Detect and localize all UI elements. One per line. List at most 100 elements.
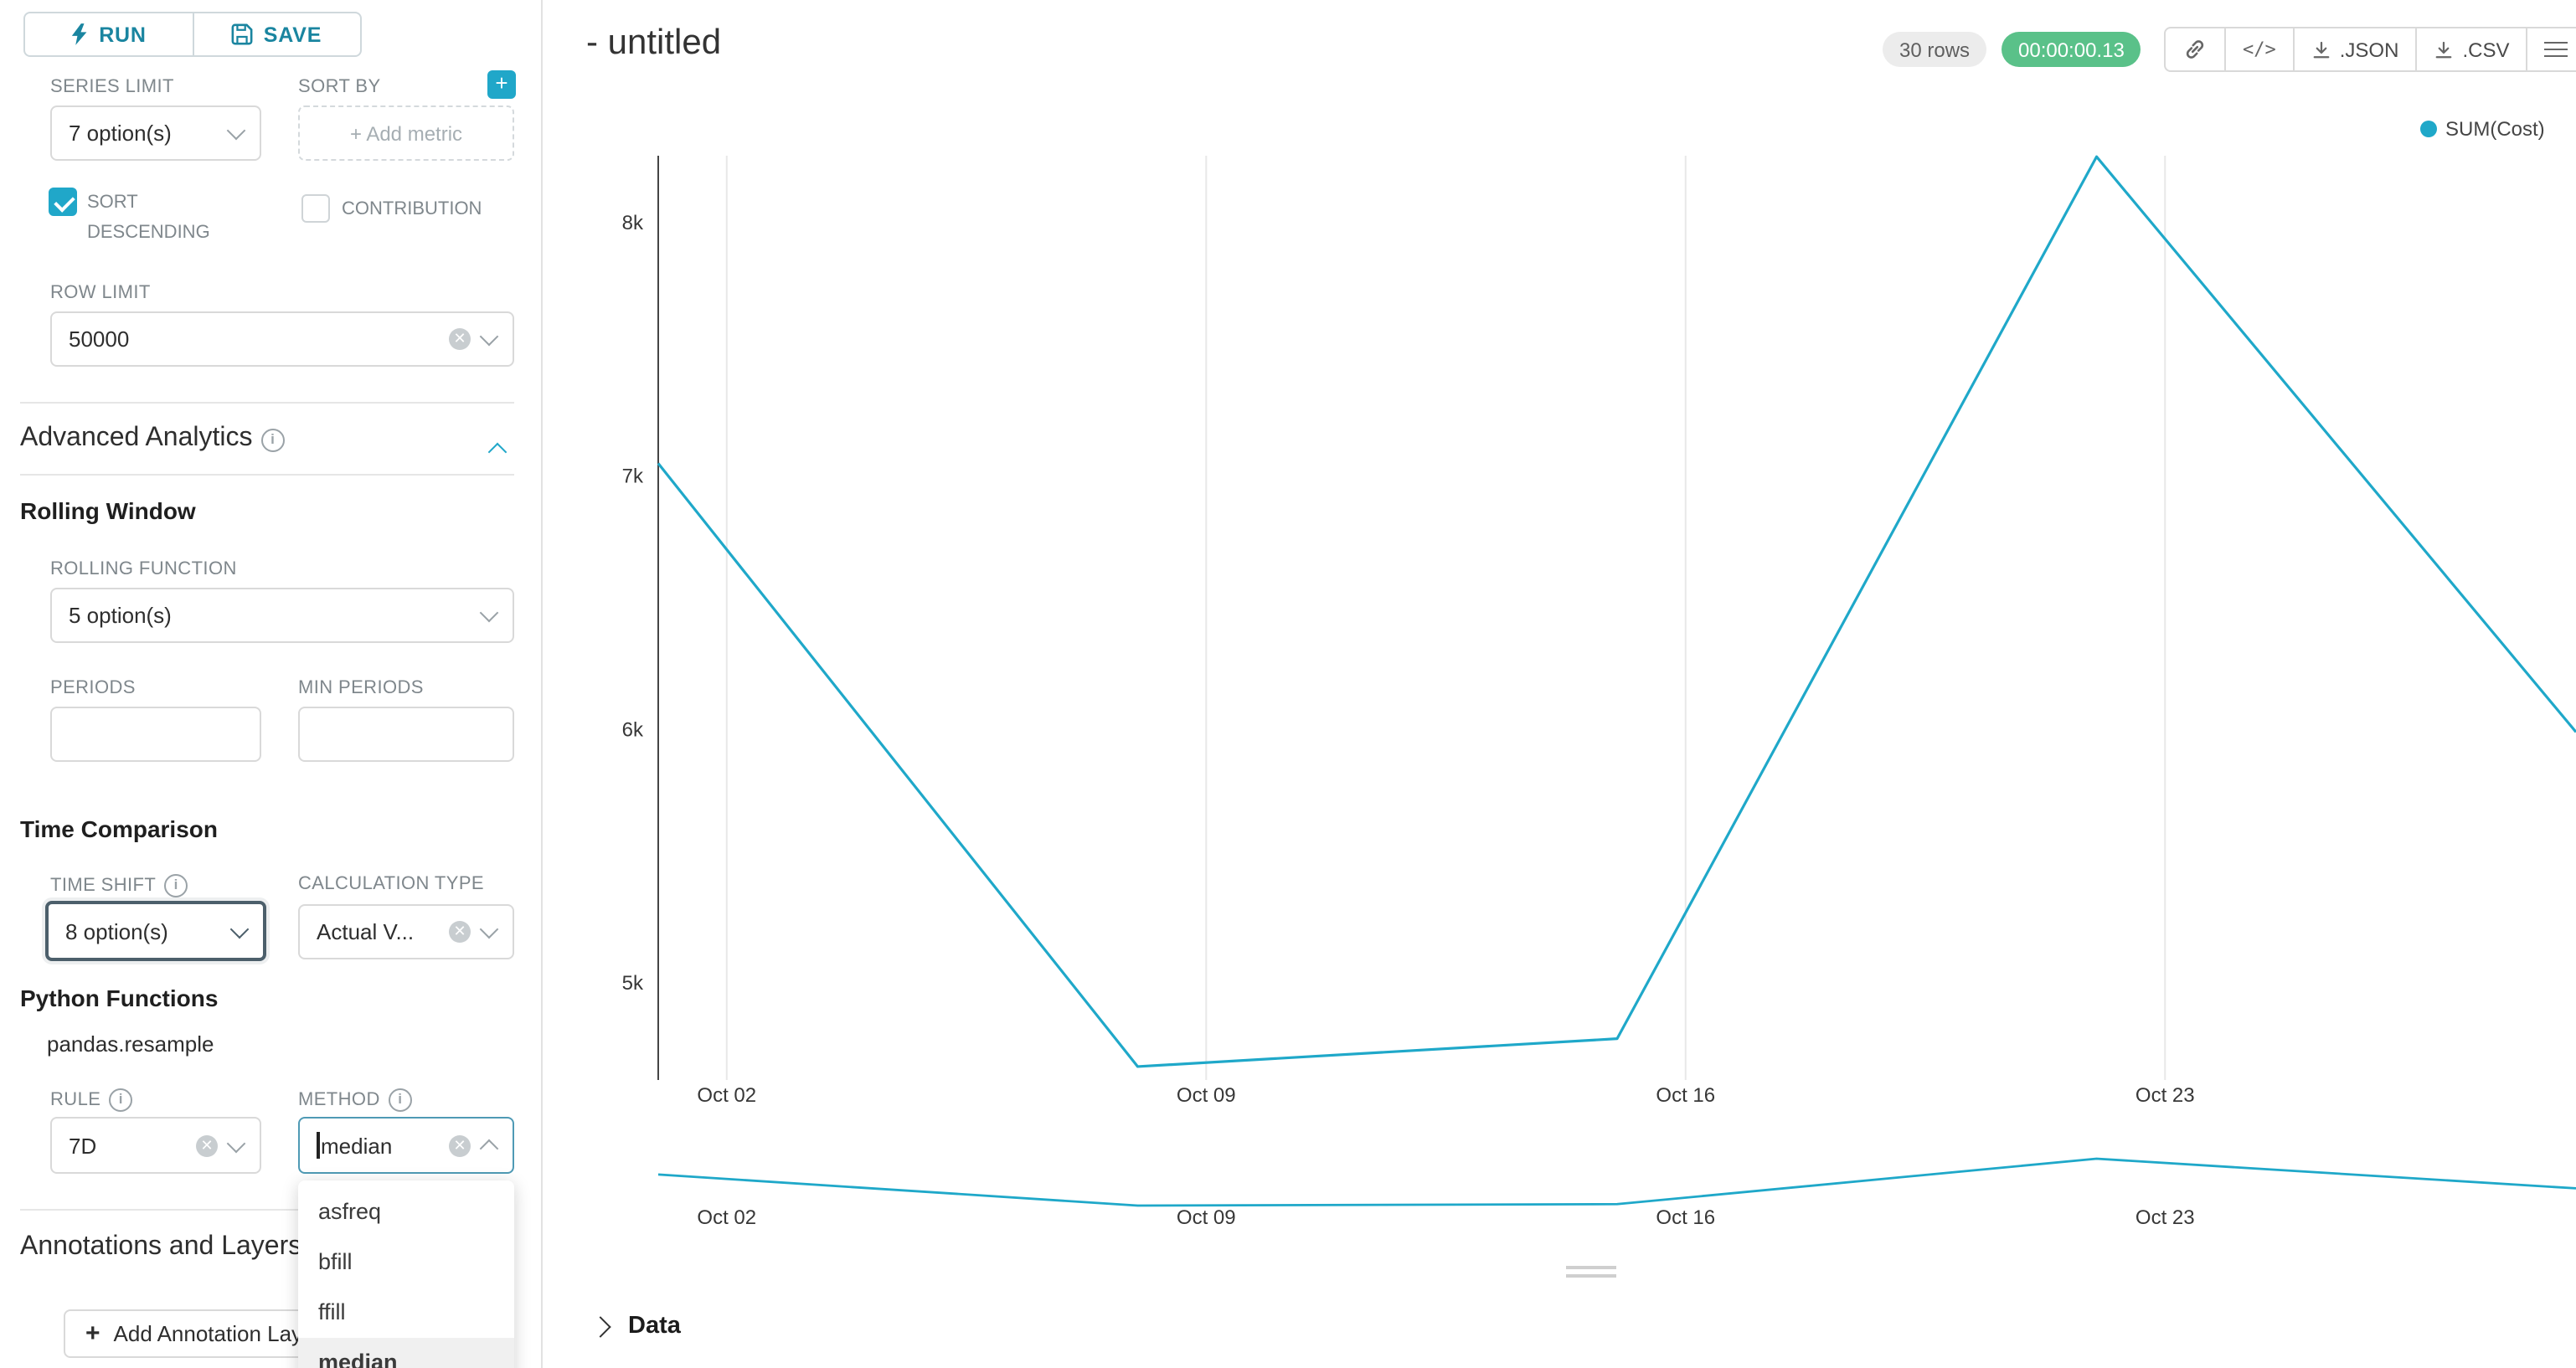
svg-text:Oct 02: Oct 02 xyxy=(697,1206,756,1229)
svg-text:Oct 09: Oct 09 xyxy=(1177,1206,1236,1229)
query-duration-badge: 00:00:00.13 xyxy=(2002,32,2141,67)
row-limit-value: 50000 xyxy=(69,327,130,352)
section-divider xyxy=(20,402,514,404)
periods-input[interactable] xyxy=(50,707,261,762)
svg-text:6k: 6k xyxy=(622,718,644,741)
advanced-analytics-header: Advanced Analytics i xyxy=(20,424,285,454)
svg-text:Oct 16: Oct 16 xyxy=(1656,1206,1715,1229)
csv-button-label: .CSV xyxy=(2462,38,2510,61)
rolling-function-value: 5 option(s) xyxy=(69,603,172,628)
method-option-median[interactable]: median xyxy=(298,1338,514,1368)
series-limit-select[interactable]: 7 option(s) xyxy=(50,105,261,161)
rolling-function-select[interactable]: 5 option(s) xyxy=(50,588,514,643)
rule-select[interactable]: 7D ✕ xyxy=(50,1117,261,1174)
time-shift-value: 8 option(s) xyxy=(65,918,168,944)
periods-label: PERIODS xyxy=(50,678,136,698)
chart-panel: - untitled 30 rows 00:00:00.13 </> .JSON xyxy=(543,0,2576,1368)
resize-grip[interactable] xyxy=(1566,1266,1616,1283)
time-shift-select[interactable]: 8 option(s) xyxy=(45,901,266,961)
legend-dot xyxy=(2420,121,2437,137)
method-option-ffill[interactable]: ffill xyxy=(318,1299,346,1324)
pandas-resample-label: pandas.resample xyxy=(47,1031,214,1057)
info-icon[interactable]: i xyxy=(164,874,188,897)
svg-text:Oct 02: Oct 02 xyxy=(697,1084,756,1107)
series-limit-value: 7 option(s) xyxy=(69,121,172,146)
legend-item[interactable]: SUM(Cost) xyxy=(2420,117,2545,141)
clear-icon[interactable]: ✕ xyxy=(449,921,471,943)
more-options-button[interactable] xyxy=(2526,27,2576,72)
method-option-bfill[interactable]: bfill xyxy=(318,1249,353,1274)
method-label: METHOD i xyxy=(298,1088,412,1112)
download-icon xyxy=(2313,40,2330,58)
rolling-function-label: ROLLING FUNCTION xyxy=(50,559,237,579)
json-button-label: .JSON xyxy=(2339,38,2399,61)
method-option-asfreq[interactable]: asfreq xyxy=(318,1199,382,1224)
rule-label: RULE i xyxy=(50,1088,133,1112)
download-csv-button[interactable]: .CSV xyxy=(2415,27,2528,72)
rolling-window-header: Rolling Window xyxy=(20,497,196,524)
method-label-text: METHOD xyxy=(298,1090,380,1110)
time-shift-label-text: TIME SHIFT xyxy=(50,876,157,896)
svg-text:Oct 23: Oct 23 xyxy=(2136,1084,2195,1107)
chevron-down-icon xyxy=(479,327,499,347)
series-limit-label: SERIES LIMIT xyxy=(50,77,174,97)
row-limit-select[interactable]: 50000 ✕ xyxy=(50,311,514,367)
method-value: median xyxy=(321,1133,393,1158)
clear-icon[interactable]: ✕ xyxy=(449,1134,471,1156)
clear-icon[interactable]: ✕ xyxy=(196,1134,218,1156)
chart-title: - untitled xyxy=(586,23,722,62)
min-periods-label: MIN PERIODS xyxy=(298,678,424,698)
chevron-down-icon xyxy=(229,918,250,939)
add-sort-metric-button[interactable]: + xyxy=(487,70,516,99)
sort-descending-label: SORT DESCENDING xyxy=(87,193,210,243)
section-divider xyxy=(20,1209,514,1211)
sort-by-add-metric[interactable]: + Add metric xyxy=(298,105,514,161)
run-button[interactable]: RUN xyxy=(25,13,192,55)
svg-text:7k: 7k xyxy=(622,465,644,488)
python-functions-header: Python Functions xyxy=(20,985,219,1011)
save-icon xyxy=(232,23,254,45)
annotations-header: Annotations and Layers xyxy=(20,1232,302,1261)
sort-by-label: SORT BY xyxy=(298,77,381,97)
menu-icon xyxy=(2544,39,2568,61)
clear-icon[interactable]: ✕ xyxy=(449,328,471,350)
chevron-down-icon xyxy=(226,1133,246,1153)
time-shift-label: TIME SHIFT i xyxy=(50,874,188,897)
view-query-button[interactable]: </> xyxy=(2224,27,2295,72)
chevron-right-icon xyxy=(590,1315,611,1337)
svg-text:Oct 16: Oct 16 xyxy=(1656,1084,1715,1107)
info-icon[interactable]: i xyxy=(109,1088,133,1112)
export-button-group: </> .JSON .CSV xyxy=(2164,27,2576,72)
data-panel-toggle[interactable]: Data xyxy=(590,1313,681,1340)
chart-svg[interactable]: Oct 02 Oct 02 Oct 09 Oct 09 Oct 16 Oct 16 Oct … xyxy=(543,100,2576,1256)
code-icon: </> xyxy=(2243,39,2276,60)
data-panel-label: Data xyxy=(628,1313,681,1340)
contribution-checkbox[interactable] xyxy=(301,194,330,223)
plus-icon: + xyxy=(85,1319,100,1348)
min-periods-input[interactable] xyxy=(298,707,514,762)
add-annotation-label: Add Annotation Layer xyxy=(113,1321,322,1346)
sort-by-placeholder: + Add metric xyxy=(349,121,463,145)
advanced-analytics-title: Advanced Analytics xyxy=(20,424,253,452)
calculation-type-select[interactable]: Actual V... ✕ xyxy=(298,904,514,959)
method-combobox[interactable]: median ✕ xyxy=(298,1117,514,1174)
sort-descending-checkbox[interactable] xyxy=(49,188,77,216)
svg-text:Oct 09: Oct 09 xyxy=(1177,1084,1236,1107)
download-json-button[interactable]: .JSON xyxy=(2292,27,2418,72)
svg-text:5k: 5k xyxy=(622,972,644,995)
info-icon[interactable]: i xyxy=(260,429,285,452)
link-icon xyxy=(2186,40,2204,59)
chevron-down-icon xyxy=(479,919,499,939)
info-icon[interactable]: i xyxy=(388,1088,412,1112)
collapse-section-control[interactable] xyxy=(487,437,507,467)
copy-link-button[interactable] xyxy=(2164,27,2226,72)
chevron-up-icon xyxy=(479,1139,499,1159)
save-button[interactable]: SAVE xyxy=(192,13,360,55)
svg-text:8k: 8k xyxy=(622,212,644,234)
chevron-up-icon xyxy=(487,442,507,462)
row-limit-label: ROW LIMIT xyxy=(50,283,151,303)
legend-label: SUM(Cost) xyxy=(2445,117,2545,141)
calculation-type-value: Actual V... xyxy=(317,919,415,944)
method-dropdown-menu: asfreq bfill ffill median xyxy=(298,1180,514,1368)
